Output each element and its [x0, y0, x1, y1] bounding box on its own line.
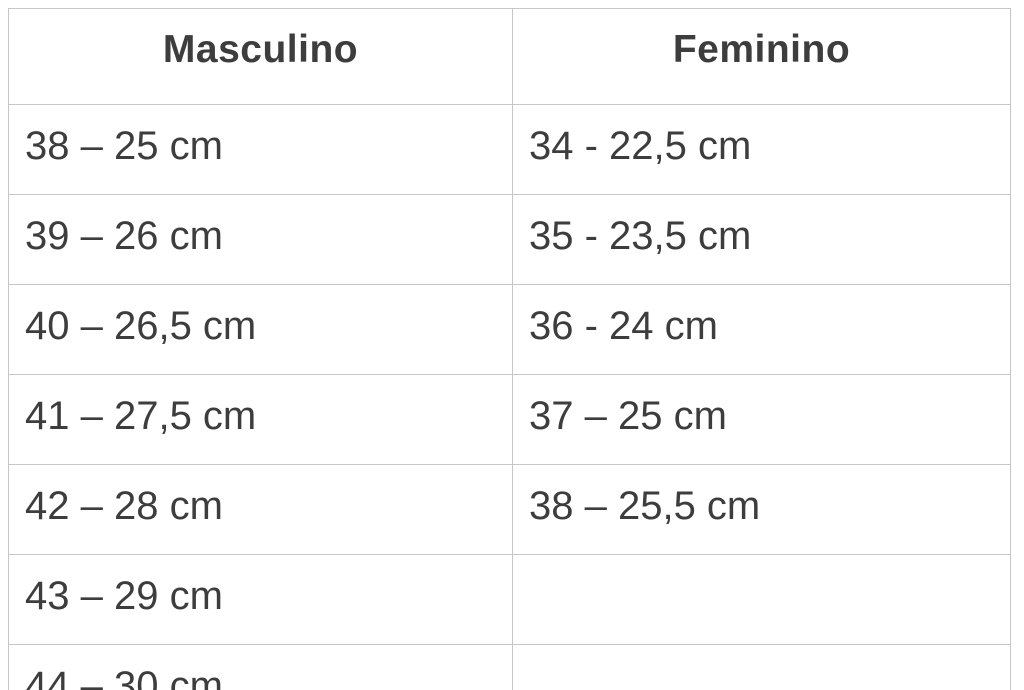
table-row: 42 – 28 cm 38 – 25,5 cm — [8, 464, 1011, 555]
cell-masculino: 42 – 28 cm — [8, 464, 513, 555]
size-conversion-table: Masculino Feminino 38 – 25 cm 34 - 22,5 … — [8, 8, 1011, 690]
cell-masculino: 40 – 26,5 cm — [8, 284, 513, 375]
table-row: 39 – 26 cm 35 - 23,5 cm — [8, 194, 1011, 285]
cell-feminino — [512, 554, 1011, 645]
cell-masculino: 39 – 26 cm — [8, 194, 513, 285]
header-row: Masculino Feminino — [8, 8, 1011, 105]
cell-feminino: 35 - 23,5 cm — [512, 194, 1011, 285]
cell-masculino: 43 – 29 cm — [8, 554, 513, 645]
cell-feminino — [512, 644, 1011, 690]
table-row: 40 – 26,5 cm 36 - 24 cm — [8, 284, 1011, 375]
table-row: 43 – 29 cm — [8, 554, 1011, 645]
cell-masculino: 44 – 30 cm — [8, 644, 513, 690]
cell-feminino: 38 – 25,5 cm — [512, 464, 1011, 555]
cell-feminino: 37 – 25 cm — [512, 374, 1011, 465]
column-header-feminino: Feminino — [512, 8, 1011, 105]
table-row: 38 – 25 cm 34 - 22,5 cm — [8, 104, 1011, 195]
column-header-masculino: Masculino — [8, 8, 513, 105]
table-row: 41 – 27,5 cm 37 – 25 cm — [8, 374, 1011, 465]
cell-masculino: 41 – 27,5 cm — [8, 374, 513, 465]
cell-feminino: 34 - 22,5 cm — [512, 104, 1011, 195]
cell-masculino: 38 – 25 cm — [8, 104, 513, 195]
table-row: 44 – 30 cm — [8, 644, 1011, 690]
cell-feminino: 36 - 24 cm — [512, 284, 1011, 375]
